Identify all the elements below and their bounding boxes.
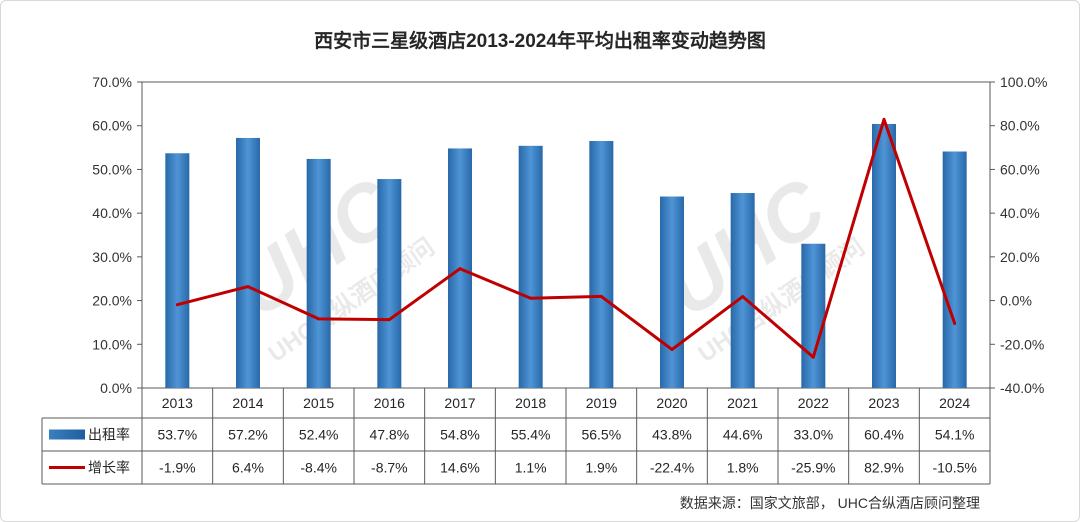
x-tick-label: 2022 <box>798 395 829 411</box>
growth-point-2020 <box>670 348 674 352</box>
x-tick-label: 2014 <box>232 395 263 411</box>
table-cell-occupancy: 43.8% <box>652 427 692 443</box>
bar-2014 <box>236 137 260 388</box>
bar-2024 <box>942 151 967 388</box>
table-cell-occupancy: 60.4% <box>864 427 904 443</box>
bar-2022 <box>801 243 826 388</box>
x-tick-label: 2019 <box>586 395 617 411</box>
x-tick-label: 2015 <box>303 395 334 411</box>
chart-axes: 0.0% 10.0% 20.0% 30.0% 40.0% 50.0% 60.0% 70.0% -… <box>92 74 1047 396</box>
x-tick-label: 2020 <box>656 395 687 411</box>
bar-2019 <box>589 141 614 388</box>
growth-point-2019 <box>599 294 603 298</box>
table-cell-growth: 14.6% <box>440 460 480 476</box>
x-tick-label: 2013 <box>162 395 193 411</box>
y-right-tick-label: 20.0% <box>1000 249 1040 265</box>
table-cell-growth: -1.9% <box>159 460 196 476</box>
table-cell-growth: -10.5% <box>932 460 976 476</box>
x-tick-label: 2024 <box>939 395 970 411</box>
table-cell-occupancy: 55.4% <box>511 427 551 443</box>
table-cell-occupancy: 44.6% <box>723 427 763 443</box>
line-series <box>175 117 957 359</box>
y-left-tick-label: 60.0% <box>92 118 132 134</box>
growth-point-2016 <box>387 318 391 322</box>
table-cell-growth: 1.1% <box>515 460 547 476</box>
table-cell-occupancy: 57.2% <box>228 427 268 443</box>
x-tick-label: 2016 <box>374 395 405 411</box>
x-tick-label: 2023 <box>868 395 899 411</box>
table-cell-occupancy: 56.5% <box>581 427 621 443</box>
y-right-tick-label: 40.0% <box>1000 205 1040 221</box>
source-note: 数据来源：国家文旅部， UHC合纵酒店顾问整理 <box>680 495 980 511</box>
bar-2020 <box>660 196 684 388</box>
growth-point-2015 <box>317 317 321 321</box>
data-table: 2013 2014 2015 2016 2017 2018 2019 2020 2021 2022… <box>41 388 991 485</box>
table-cell-growth: -25.9% <box>791 460 835 476</box>
bar-2013 <box>165 153 190 388</box>
y-right-tick-label: 80.0% <box>1000 118 1040 134</box>
table-cell-occupancy: 52.4% <box>299 427 339 443</box>
bar-2018 <box>518 145 543 388</box>
legend-key-occupancy <box>49 429 85 440</box>
y-left-tick-label: 40.0% <box>92 205 132 221</box>
table-cell-growth: 6.4% <box>232 460 264 476</box>
y-left-tick-label: 70.0% <box>92 74 132 90</box>
growth-point-2017 <box>458 267 462 271</box>
x-tick-label: 2018 <box>515 395 546 411</box>
x-tick-label: 2017 <box>444 395 475 411</box>
legend-label-growth: 增长率 <box>88 460 130 476</box>
y-right-tick-label: -40.0% <box>1000 380 1044 396</box>
growth-point-2018 <box>529 296 533 300</box>
y-left-tick-label: 30.0% <box>92 249 132 265</box>
bar-2015 <box>306 158 331 388</box>
x-tick-label: 2021 <box>727 395 758 411</box>
y-right-tick-label: 0.0% <box>1000 293 1032 309</box>
y-right-tick-label: -20.0% <box>1000 336 1044 352</box>
bar-2016 <box>377 179 402 388</box>
bar-series <box>165 123 967 389</box>
y-left-tick-label: 10.0% <box>92 336 132 352</box>
growth-point-2024 <box>953 322 957 326</box>
y-right-tick-label: 100.0% <box>1000 74 1047 90</box>
bar-2023 <box>872 123 896 389</box>
y-right-tick-label: 60.0% <box>1000 161 1040 177</box>
table-cell-occupancy: 33.0% <box>793 427 833 443</box>
bar-2021 <box>730 193 755 388</box>
legend-label-occupancy: 出租率 <box>88 427 130 443</box>
growth-point-2022 <box>811 355 815 359</box>
growth-point-2021 <box>741 295 745 299</box>
table-cell-occupancy: 47.8% <box>369 427 409 443</box>
table-cell-occupancy: 54.8% <box>440 427 480 443</box>
y-left-tick-label: 0.0% <box>100 380 132 396</box>
table-cell-growth: -8.7% <box>371 460 408 476</box>
table-cell-growth: 1.8% <box>727 460 759 476</box>
growth-point-2013 <box>175 303 179 307</box>
growth-point-2014 <box>246 285 250 289</box>
table-cell-occupancy: 53.7% <box>157 427 197 443</box>
growth-line <box>176 117 957 359</box>
table-cell-growth: 1.9% <box>585 460 617 476</box>
chart-title: 西安市三星级酒店2013-2024年平均出租率变动趋势图 <box>314 29 766 52</box>
table-cell-growth: 82.9% <box>864 460 904 476</box>
y-left-tick-label: 20.0% <box>92 293 132 309</box>
growth-point-2023 <box>882 117 886 121</box>
table-cell-growth: -22.4% <box>650 460 694 476</box>
y-left-tick-label: 50.0% <box>92 161 132 177</box>
table-cell-growth: -8.4% <box>300 460 337 476</box>
table-cell-occupancy: 54.1% <box>935 427 975 443</box>
